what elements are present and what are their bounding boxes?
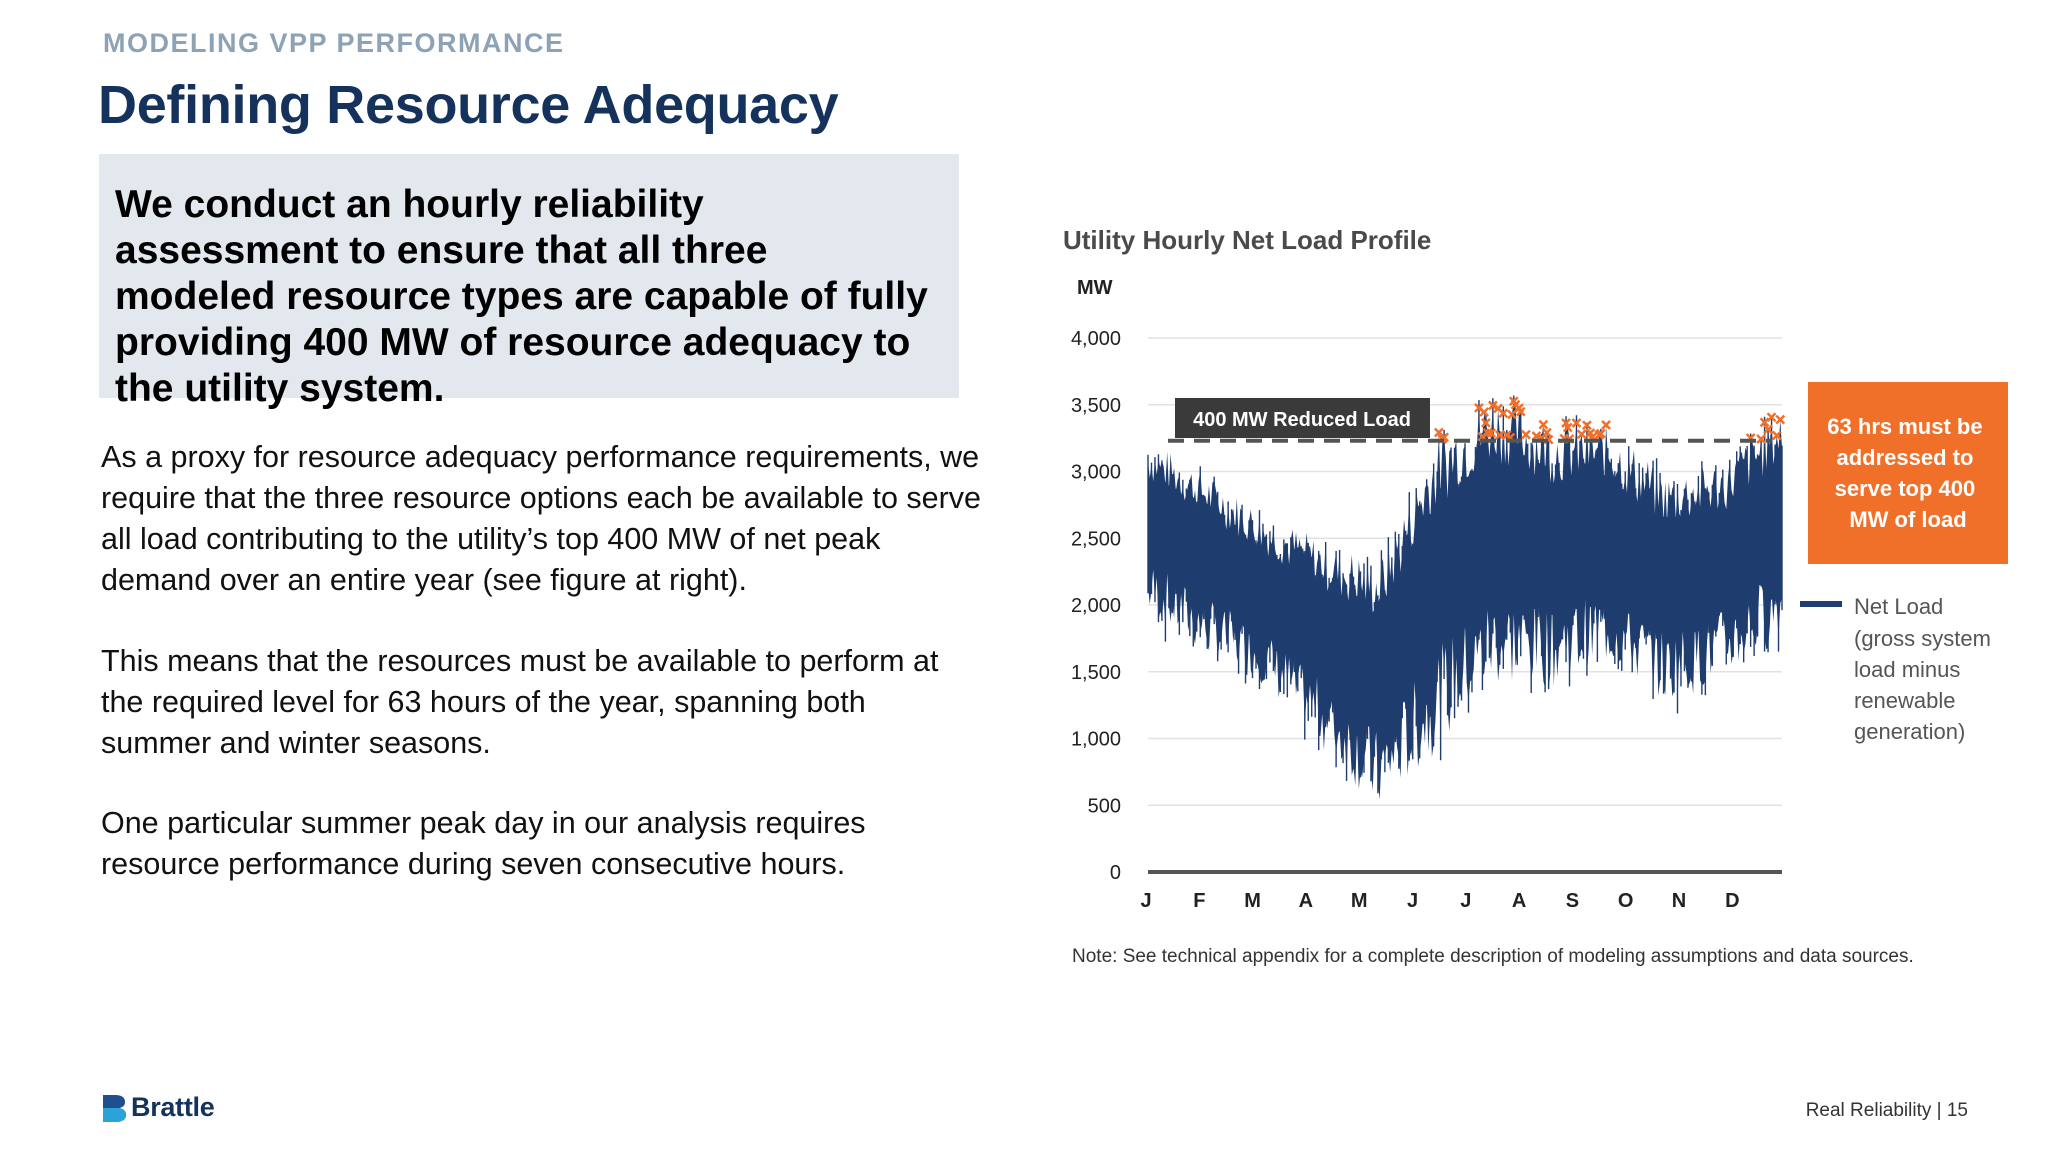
x-tick-label: J [1407,890,1418,912]
x-tick-label: D [1725,890,1739,912]
peak-hour-marker [1571,418,1582,428]
reference-label: 400 MW Reduced Load [1193,409,1411,431]
brattle-logo-icon [103,1094,126,1122]
y-tick-label: 500 [1088,795,1121,817]
peak-hour-marker [1763,424,1773,435]
peak-hour-marker [1507,409,1517,420]
x-tick-label: N [1672,890,1686,912]
peak-hour-marker [1521,429,1531,440]
reference-label-box [1175,398,1430,438]
peak-hour-marker [1486,428,1497,438]
y-tick-label: 2,000 [1071,595,1121,617]
peak-hour-marker [1601,420,1611,430]
y-tick-label: 1,500 [1071,662,1121,684]
peak-hour-marker [1481,417,1491,428]
peak-hour-marker [1576,429,1587,440]
page-number: Real Reliability | 15 [1805,1100,1968,1121]
peak-hour-marker [1515,406,1526,417]
peak-hour-marker [1766,412,1777,423]
brattle-logo: Brattle [101,1092,215,1123]
page-title: Defining Resource Adequacy [98,75,839,135]
peak-hour-marker [1562,422,1573,433]
y-tick-label: 1,000 [1071,729,1121,751]
y-tick-label: 3,500 [1071,395,1121,417]
x-tick-label: A [1299,890,1313,912]
peak-hour-marker [1775,414,1786,425]
body-paragraph-2: This means that the resources must be av… [101,644,939,760]
peak-hour-marker [1595,428,1606,439]
peak-hour-marker [1756,434,1766,444]
peak-hour-marker [1538,419,1549,430]
peak-hour-marker [1479,407,1490,417]
x-tick-label: O [1618,890,1634,912]
key-message-text: We conduct an hourly reliability assessm… [115,183,928,410]
key-message-box: We conduct an hourly reliability assessm… [99,154,959,410]
x-tick-label: J [1140,890,1151,912]
y-tick-label: 2,500 [1071,528,1121,550]
peak-hour-marker [1759,417,1770,428]
peak-hour-marker [1498,408,1509,419]
x-tick-label: A [1512,890,1526,912]
peak-hour-marker [1487,400,1498,411]
logo-text: Brattle [131,1092,215,1122]
body-paragraph-3: One particular summer peak day in our an… [101,806,866,881]
x-tick-label: M [1244,890,1261,912]
y-tick-label: 4,000 [1071,328,1121,350]
legend-label: Net Load [1854,594,1943,619]
x-tick-label: S [1566,890,1579,912]
x-tick-label: F [1193,890,1205,912]
annotation-text: 63 hrs must be addressed to serve top 40… [1827,414,1988,532]
annotation-box [1808,382,2008,564]
body-paragraph-1: As a proxy for resource adequacy perform… [101,440,981,597]
section-eyebrow: MODELING VPP PERFORMANCE [103,28,565,58]
peak-hour-marker [1541,427,1552,438]
legend-sublabel: (gross system load minus renewable gener… [1854,626,1997,744]
y-tick-label: 3,000 [1071,462,1121,484]
y-axis-label: MW [1077,277,1113,299]
peak-hour-marker [1582,420,1592,431]
y-tick-label: 0 [1110,862,1121,884]
chart-note: Note: See technical appendix for a compl… [1072,946,1914,967]
legend-swatch [1800,601,1842,607]
chart-title: Utility Hourly Net Load Profile [1063,225,1431,255]
peak-hour-marker [1771,430,1782,441]
x-tick-label: M [1351,890,1368,912]
x-tick-label: J [1460,890,1471,912]
